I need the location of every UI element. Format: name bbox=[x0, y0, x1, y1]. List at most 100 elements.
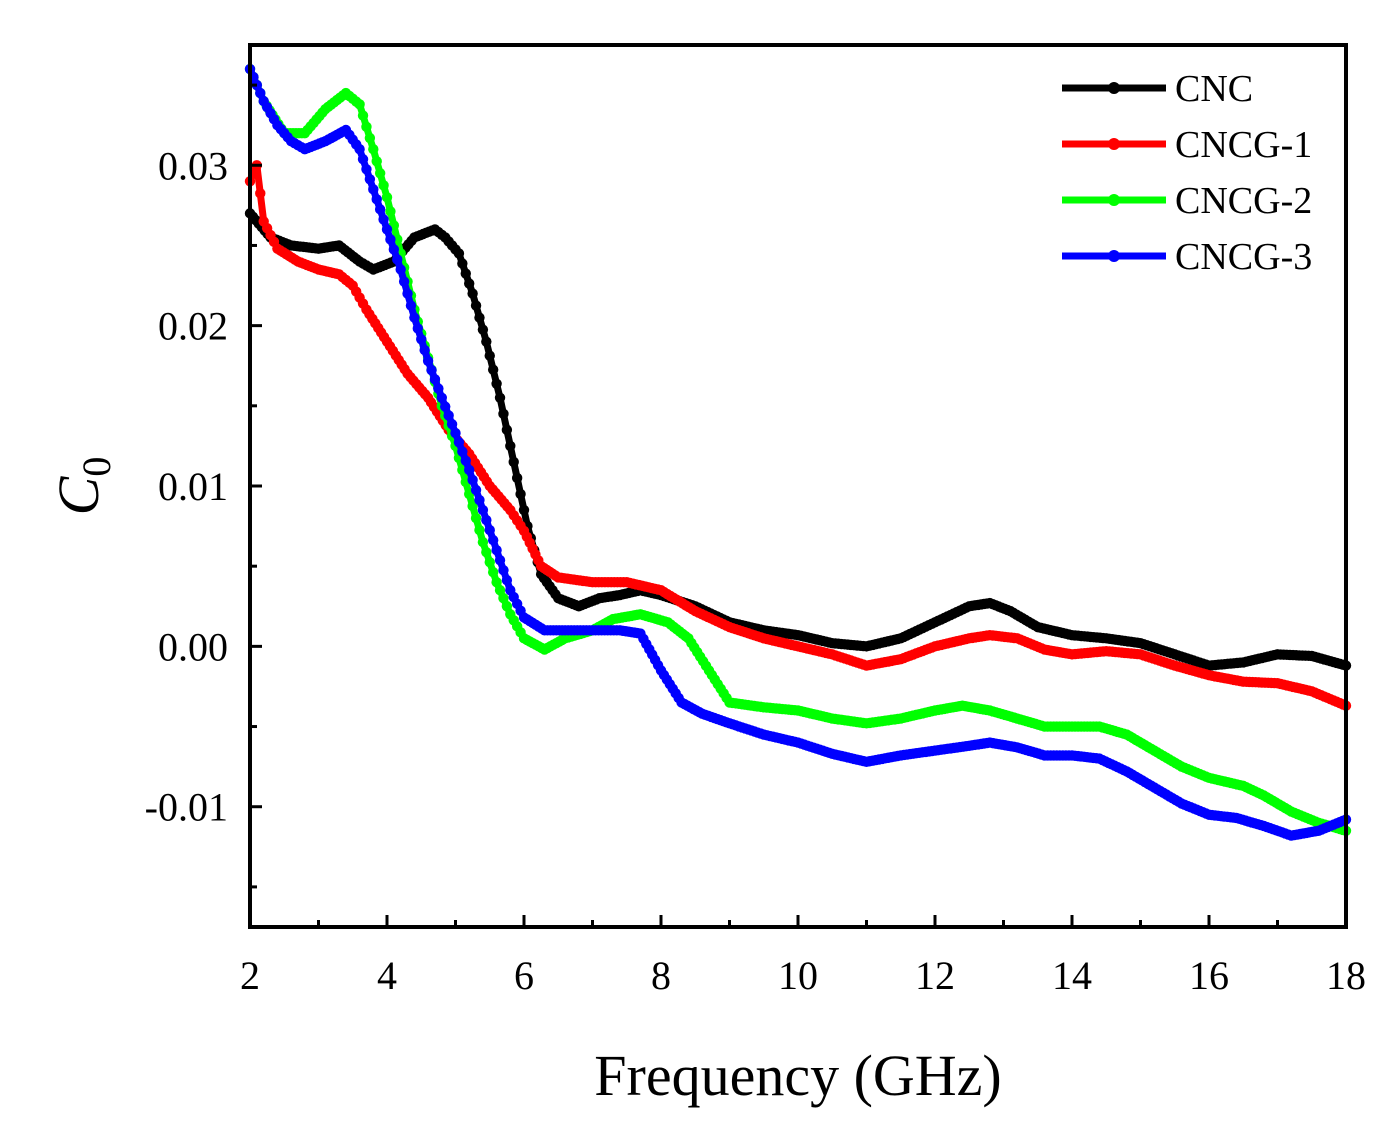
data-point bbox=[385, 206, 396, 217]
data-point bbox=[388, 244, 400, 255]
series-cncg-3 bbox=[244, 63, 1352, 841]
y-axis-title-sub: 0 bbox=[74, 457, 119, 477]
data-point bbox=[501, 575, 513, 586]
data-point bbox=[477, 536, 489, 548]
data-point bbox=[453, 248, 465, 259]
data-point bbox=[364, 174, 376, 185]
data-point bbox=[501, 601, 513, 612]
svg-text:C0: C0 bbox=[46, 457, 119, 516]
data-point bbox=[357, 154, 369, 165]
data-point bbox=[374, 204, 386, 215]
data-point bbox=[433, 383, 444, 394]
data-point bbox=[470, 484, 482, 496]
series-line bbox=[246, 209, 1350, 670]
data-point bbox=[484, 524, 495, 536]
data-point bbox=[474, 524, 485, 536]
data-point bbox=[368, 184, 379, 195]
data-point bbox=[436, 392, 447, 403]
data-point bbox=[498, 593, 509, 604]
data-point bbox=[491, 577, 502, 588]
legend: CNC CNCG-1 CNCG-2 CNCG-3 bbox=[1062, 68, 1312, 278]
ticks-layer: 2 4 6 8 10 12 14 16 18 -0.01 0.00 0.01 0.02 0.03 bbox=[145, 83, 1366, 998]
legend-label: CNCG-3 bbox=[1175, 236, 1312, 278]
data-point bbox=[511, 472, 523, 484]
data-point bbox=[487, 534, 499, 546]
series-cncg-1 bbox=[244, 160, 1352, 711]
data-point bbox=[481, 514, 492, 526]
data-point bbox=[491, 378, 502, 389]
data-point bbox=[409, 312, 420, 323]
data-point bbox=[487, 364, 499, 375]
data-point bbox=[371, 156, 382, 167]
data-point bbox=[392, 254, 403, 265]
data-point bbox=[368, 144, 379, 155]
data-point bbox=[354, 144, 365, 155]
data-point bbox=[371, 194, 382, 205]
legend-item: CNCG-1 bbox=[1062, 124, 1312, 166]
x-tick-label: 14 bbox=[1052, 953, 1092, 998]
data-point bbox=[402, 288, 413, 299]
data-point bbox=[494, 585, 506, 596]
data-point bbox=[508, 456, 519, 468]
x-tick-label: 6 bbox=[514, 953, 534, 998]
x-tick-label: 10 bbox=[778, 953, 818, 998]
data-point bbox=[477, 504, 489, 516]
data-point bbox=[378, 180, 389, 191]
y-tick-label: 0.02 bbox=[158, 304, 228, 349]
x-tick-label: 4 bbox=[377, 953, 397, 998]
data-point bbox=[416, 334, 427, 345]
plot-frame bbox=[248, 43, 1348, 929]
legend-label: CNC bbox=[1175, 68, 1253, 110]
legend-item: CNCG-3 bbox=[1062, 236, 1312, 278]
data-point bbox=[374, 168, 386, 179]
series-layer bbox=[244, 63, 1352, 841]
data-point bbox=[255, 188, 266, 199]
data-point bbox=[381, 192, 393, 203]
data-point bbox=[515, 488, 526, 500]
data-point bbox=[381, 224, 393, 235]
data-point bbox=[467, 288, 478, 299]
data-point bbox=[477, 324, 489, 335]
y-tick-label: -0.01 bbox=[145, 785, 228, 830]
data-point bbox=[464, 278, 475, 289]
data-point bbox=[398, 276, 410, 287]
legend-swatch-marker bbox=[1108, 138, 1120, 150]
data-point bbox=[481, 336, 492, 347]
data-point bbox=[457, 258, 468, 269]
data-point bbox=[491, 544, 502, 556]
x-tick-label: 18 bbox=[1326, 953, 1366, 998]
x-tick-label: 8 bbox=[651, 953, 671, 998]
legend-swatch-marker bbox=[1108, 82, 1120, 94]
legend-item: CNCG-2 bbox=[1062, 180, 1312, 222]
x-tick-label: 2 bbox=[240, 953, 260, 998]
data-point bbox=[450, 427, 461, 439]
data-point bbox=[426, 364, 437, 376]
legend-label: CNCG-2 bbox=[1175, 180, 1312, 222]
data-point bbox=[457, 446, 468, 457]
data-point bbox=[467, 500, 478, 512]
legend-swatch-marker bbox=[1108, 194, 1120, 206]
series-cnc bbox=[244, 208, 1352, 671]
data-point bbox=[440, 401, 451, 412]
data-point bbox=[460, 455, 471, 466]
data-point bbox=[501, 424, 513, 436]
y-tick-label: 0.03 bbox=[158, 143, 228, 188]
data-point bbox=[484, 556, 495, 568]
data-point bbox=[419, 344, 430, 356]
data-point bbox=[378, 214, 389, 225]
data-point bbox=[487, 566, 499, 578]
data-point bbox=[354, 99, 365, 110]
y-axis-title: C0 bbox=[46, 457, 119, 516]
data-point bbox=[470, 512, 482, 524]
data-point bbox=[357, 110, 369, 121]
data-point bbox=[395, 264, 406, 275]
data-point bbox=[470, 300, 482, 311]
data-point bbox=[505, 440, 516, 452]
x-tick-label: 12 bbox=[915, 953, 955, 998]
data-point bbox=[498, 408, 509, 420]
data-point bbox=[405, 300, 417, 311]
data-point bbox=[412, 323, 424, 334]
data-point bbox=[385, 234, 396, 245]
legend-item: CNC bbox=[1062, 68, 1253, 110]
